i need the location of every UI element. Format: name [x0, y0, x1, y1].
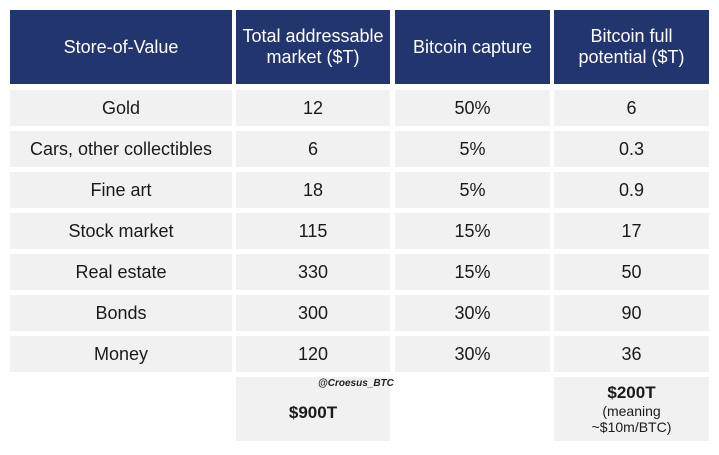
table-cell-market: 120: [236, 336, 390, 372]
total-market-value: $900T: [288, 403, 338, 422]
table-cell-potential: 50: [554, 254, 709, 290]
table-cell-capture: 50%: [395, 90, 550, 126]
table-cell-market: 330: [236, 254, 390, 290]
header-total-addressable-market: Total addressable market ($T): [236, 10, 390, 84]
table-cell-capture: 15%: [395, 254, 550, 290]
total-potential-value: $200T: [607, 383, 656, 402]
table-cell-capture: 5%: [395, 172, 550, 208]
total-potential-note-line2: ~$10m/BTC): [591, 419, 672, 435]
table-cell-store: Real estate: [10, 254, 232, 290]
table-cell-market: 6: [236, 131, 390, 167]
header-bitcoin-full-potential: Bitcoin full potential ($T): [554, 10, 709, 84]
table-cell-capture: 5%: [395, 131, 550, 167]
table-cell-potential: 0.9: [554, 172, 709, 208]
table-cell-capture: 30%: [395, 336, 550, 372]
table-cell-store: Gold: [10, 90, 232, 126]
table-cell-capture: 15%: [395, 213, 550, 249]
table-cell-store: Stock market: [10, 213, 232, 249]
table-cell-store: Bonds: [10, 295, 232, 331]
table-cell-potential: 0.3: [554, 131, 709, 167]
table-cell-potential: 36: [554, 336, 709, 372]
table-cell-market: 115: [236, 213, 390, 249]
watermark-handle: @Croesus_BTC: [318, 378, 394, 389]
header-bitcoin-capture: Bitcoin capture: [395, 10, 550, 84]
header-store-of-value: Store-of-Value: [10, 10, 232, 84]
table-cell-store: Money: [10, 336, 232, 372]
table-cell-potential: 90: [554, 295, 709, 331]
table-cell-potential: 17: [554, 213, 709, 249]
total-potential-note-line1: (meaning: [602, 403, 661, 419]
table-cell-store: Cars, other collectibles: [10, 131, 232, 167]
table-cell-market: 300: [236, 295, 390, 331]
table-cell-capture: 30%: [395, 295, 550, 331]
table-cell-market: 12: [236, 90, 390, 126]
total-market-cell: $900T: [236, 377, 390, 441]
table-cell-store: Fine art: [10, 172, 232, 208]
total-potential-cell: $200T (meaning ~$10m/BTC): [554, 377, 709, 441]
table-cell-market: 18: [236, 172, 390, 208]
table-cell-potential: 6: [554, 90, 709, 126]
